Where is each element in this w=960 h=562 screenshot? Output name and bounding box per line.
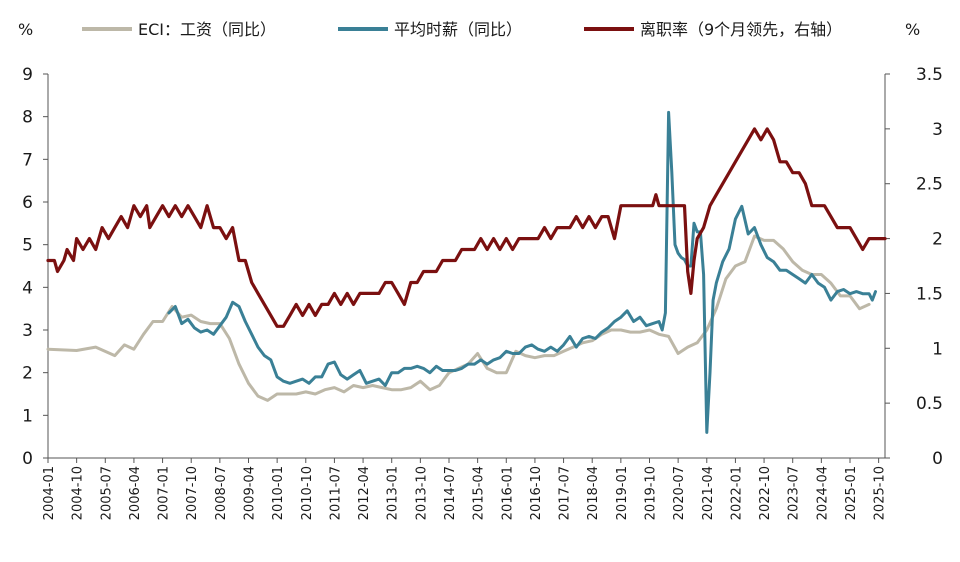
x-tick-label: 2007-01 — [157, 466, 172, 520]
left-tick-label: 5 — [22, 236, 33, 256]
right-unit-label: % — [905, 20, 920, 39]
x-tick-label: 2014-07 — [443, 466, 458, 520]
x-tick-label: 2007-10 — [185, 466, 200, 520]
x-tick-label: 2022-10 — [758, 466, 773, 520]
x-tick-label: 2010-10 — [300, 466, 315, 520]
x-tick-label: 2004-10 — [71, 466, 86, 520]
x-tick-label: 2018-04 — [586, 466, 601, 520]
x-tick-label: 2012-04 — [357, 466, 372, 520]
series-layer — [46, 110, 887, 434]
left-tick-label: 0 — [22, 449, 33, 469]
x-tick-label: 2025-10 — [873, 466, 888, 520]
hourly-earnings-line — [167, 110, 877, 434]
right-tick-label: 3.5 — [916, 65, 943, 85]
legend-label-quits-rate: 离职率（9个月领先，右轴） — [640, 20, 842, 39]
x-tick-label: 2015-04 — [472, 466, 487, 520]
x-tick-label: 2006-04 — [128, 466, 143, 520]
left-unit-label: % — [18, 20, 33, 39]
right-tick-label: 1.5 — [916, 284, 943, 304]
x-tick-label: 2022-01 — [729, 466, 744, 520]
quits-rate-line — [46, 127, 887, 328]
x-tick-label: 2011-07 — [328, 466, 343, 520]
right-tick-label: 2 — [932, 230, 943, 250]
x-tick-label: 2016-01 — [500, 466, 515, 520]
right-tick-label: 1 — [932, 339, 943, 359]
legend: % % ECI：工资（同比） 平均时薪（同比） 离职率（9个月领先，右轴） — [18, 20, 920, 39]
x-tick-label: 2013-10 — [414, 466, 429, 520]
x-tick-label: 2013-01 — [386, 466, 401, 520]
left-tick-label: 6 — [22, 193, 33, 213]
axes: 0 1 2 3 4 5 6 7 8 9 0 0.5 1 1.5 2 2.5 3 3.5 2004-01 2004-10… — [22, 65, 943, 520]
right-tick-label: 2.5 — [916, 175, 943, 195]
right-tick-label: 0 — [932, 449, 943, 469]
x-tick-label: 2025-01 — [844, 466, 859, 520]
x-tick-label: 2004-01 — [42, 466, 57, 520]
x-tick-label: 2019-10 — [643, 466, 658, 520]
eci-wage-line — [46, 234, 871, 402]
x-tick-label: 2005-07 — [99, 466, 114, 520]
x-tick-label: 2019-01 — [615, 466, 630, 520]
x-tick-label: 2008-07 — [214, 466, 229, 520]
x-tick-label: 2010-01 — [271, 466, 286, 520]
left-tick-label: 4 — [22, 278, 33, 298]
right-tick-label: 3 — [932, 120, 943, 140]
left-tick-label: 9 — [22, 65, 33, 85]
legend-label-eci: ECI：工资（同比） — [138, 20, 276, 39]
x-tick-label: 2024-04 — [815, 466, 830, 520]
left-tick-label: 7 — [22, 150, 33, 170]
left-tick-label: 2 — [22, 364, 33, 384]
x-tick-label: 2020-07 — [672, 466, 687, 520]
x-tick-label: 2016-10 — [529, 466, 544, 520]
x-tick-label: 2023-07 — [787, 466, 802, 520]
right-tick-label: 0.5 — [916, 394, 943, 414]
x-tick-label: 2021-04 — [701, 466, 716, 520]
left-tick-label: 8 — [22, 108, 33, 128]
x-tick-label: 2009-04 — [242, 466, 257, 520]
left-tick-label: 3 — [22, 321, 33, 341]
legend-label-hourly-earnings: 平均时薪（同比） — [394, 20, 522, 39]
left-tick-label: 1 — [22, 406, 33, 426]
x-tick-label: 2017-07 — [558, 466, 573, 520]
